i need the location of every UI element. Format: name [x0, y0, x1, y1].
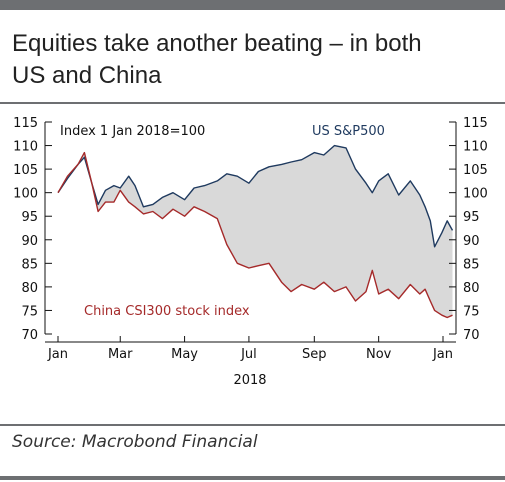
series-lines	[57, 144, 454, 319]
title-divider	[0, 102, 505, 104]
y-tick-label-right: 100	[463, 187, 488, 202]
chart-title: Equities take another beating – in both …	[12, 28, 492, 92]
y-tick-label-left: 85	[21, 257, 38, 272]
y-tick-label-right: 75	[463, 304, 480, 319]
y-tick-label-left: 105	[13, 163, 38, 178]
y-tick-label-right: 90	[463, 234, 480, 249]
y-tick-label-left: 90	[21, 234, 38, 249]
y-tick-label-right: 95	[463, 210, 480, 225]
x-tick-label: Sep	[302, 347, 327, 362]
x-tick-label: Mar	[108, 347, 133, 362]
series-label-us: US S&P500	[312, 124, 385, 139]
y-tick-label-left: 110	[13, 140, 38, 155]
x-tick-label: May	[171, 347, 198, 362]
spread-area	[58, 145, 453, 318]
source-divider	[0, 424, 505, 426]
spread-fill	[58, 145, 453, 318]
top-bar	[0, 0, 505, 10]
axes: 70 70 75 75 80 80 85 85 90 90 95 95 100 100 105 105 110 1…	[13, 116, 488, 362]
chart-subtitle: Index 1 Jan 2018=100	[60, 124, 205, 139]
y-tick-label-left: 70	[21, 328, 38, 343]
title-line-1: Equities take another beating – in both	[12, 30, 422, 57]
y-tick-label-right: 115	[463, 116, 488, 131]
chart-area: 70 70 75 75 80 80 85 85 90 90 95 95 100 100 105 105 110 1…	[13, 116, 488, 388]
y-tick-label-left: 75	[21, 304, 38, 319]
y-tick-label-right: 80	[463, 281, 480, 296]
title-line-2: US and China	[12, 62, 162, 89]
china-csi300-line	[57, 151, 453, 319]
y-tick-label-right: 110	[463, 140, 488, 155]
us-sp500-line	[57, 144, 454, 248]
y-tick-label-left: 95	[21, 210, 38, 225]
y-tick-label-right: 105	[463, 163, 488, 178]
x-axis-label: 2018	[233, 373, 266, 388]
source-note: Source: Macrobond Financial	[12, 432, 258, 452]
y-tick-label-right: 70	[463, 328, 480, 343]
series-label-china: China CSI300 stock index	[84, 304, 250, 319]
x-tick-label: Jul	[240, 347, 257, 362]
x-tick-label: Jan	[432, 347, 453, 362]
y-tick-label-left: 115	[13, 116, 38, 131]
bottom-rule	[0, 476, 505, 480]
y-tick-label-right: 85	[463, 257, 480, 272]
x-tick-label: Jan	[47, 347, 68, 362]
y-tick-label-left: 100	[13, 187, 38, 202]
y-tick-label-left: 80	[21, 281, 38, 296]
x-tick-label: Nov	[366, 347, 392, 362]
